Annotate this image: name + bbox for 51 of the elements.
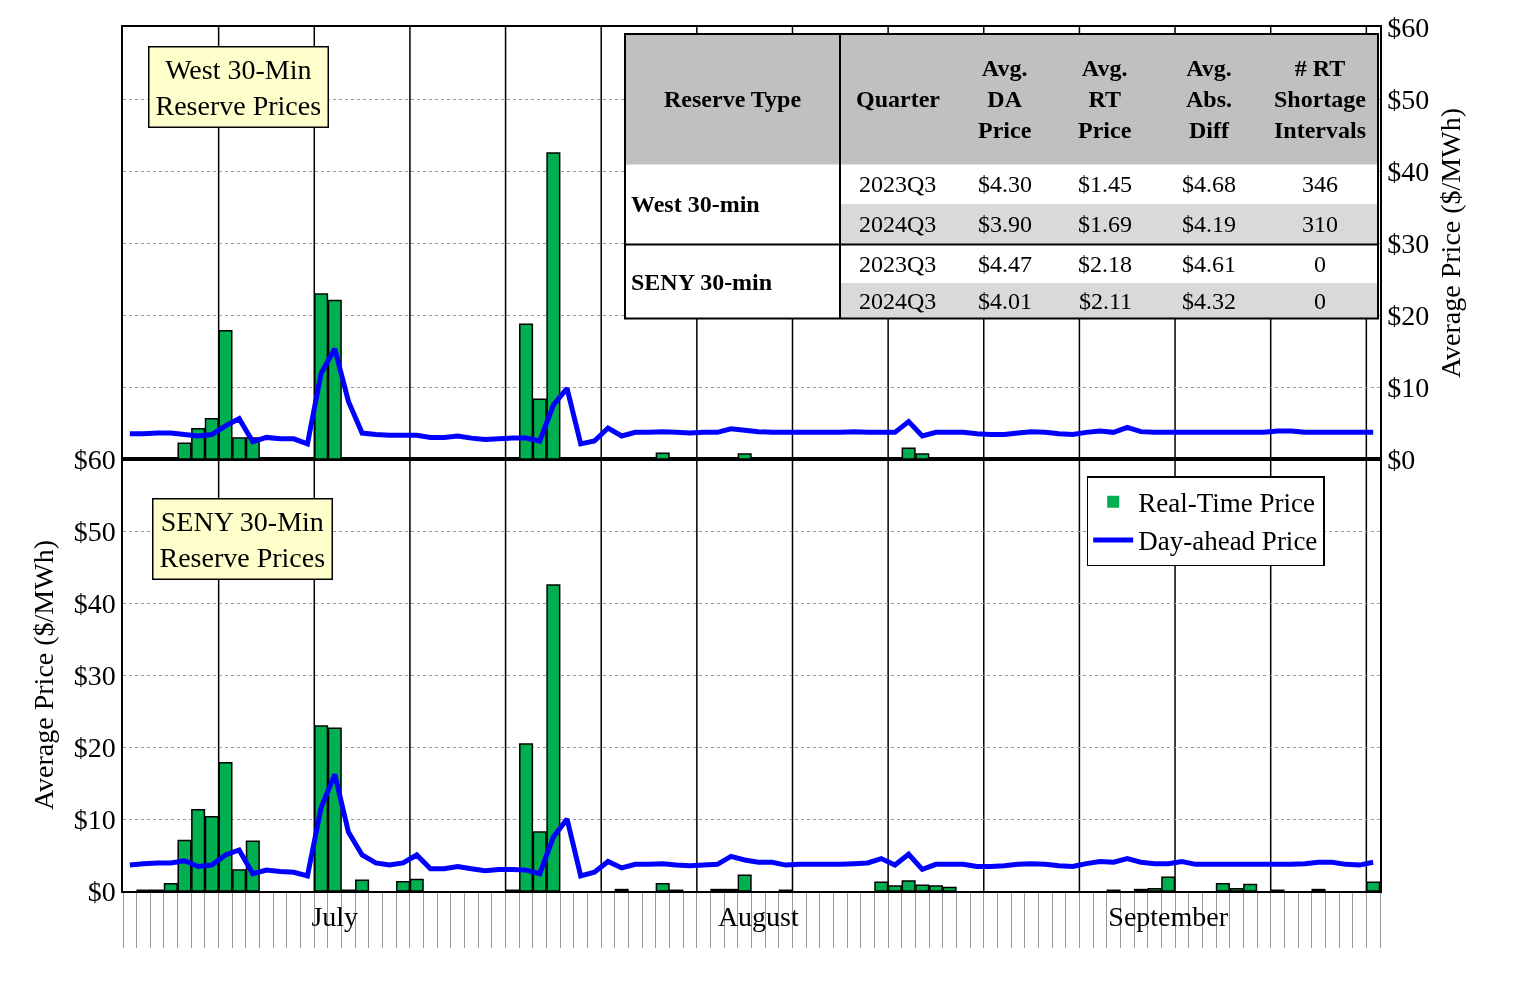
annotation: 0 (1314, 288, 1326, 314)
legend-label: Day-ahead Price (1138, 526, 1318, 557)
annotation: 0 (1314, 251, 1326, 277)
annotation: $4.47 (978, 251, 1032, 277)
annotation: $3.90 (978, 211, 1032, 237)
annotation: 2024Q3 (859, 211, 937, 237)
y-tick-label: $60 (73, 443, 116, 475)
annotation: 2023Q3 (859, 251, 937, 277)
y-tick-label: $50 (73, 515, 116, 547)
y-axis-title: Average Price ($/MWh) (27, 539, 59, 811)
y-tick-label: $0 (87, 875, 116, 907)
annotation: $4.19 (1182, 211, 1236, 237)
annotation: $2.18 (1078, 251, 1132, 277)
annotation: $4.61 (1182, 251, 1236, 277)
annotation: $1.69 (1078, 211, 1132, 237)
annotation: SENY 30-min (631, 269, 773, 295)
annotation: Quarter (856, 86, 941, 112)
x-tick-label: July (311, 901, 359, 933)
y2-tick-label: $40 (1387, 155, 1430, 187)
annotation: 346 (1302, 171, 1338, 197)
y2-axis-title: Average Price ($/MWh) (1434, 107, 1466, 379)
y-tick-label: $20 (73, 731, 116, 763)
y2-tick-label: $10 (1387, 371, 1430, 403)
annotation: Avg. RT Price (1078, 55, 1132, 144)
annotation: Avg. DA Price (978, 55, 1032, 144)
y2-tick-label: $0 (1387, 443, 1416, 475)
y2-tick-label: $30 (1387, 227, 1430, 259)
y-tick-label: $40 (73, 587, 116, 619)
y-tick-label: $10 (73, 803, 116, 835)
annotation: $2.11 (1079, 288, 1133, 314)
y2-tick-label: $50 (1387, 83, 1430, 115)
annotation: 310 (1302, 211, 1338, 237)
annotation: $4.01 (978, 288, 1032, 314)
annotation: Avg. Abs. Diff (1186, 55, 1233, 144)
legend-label: Real-Time Price (1138, 488, 1315, 519)
text: West 30-Min Reserve Prices (155, 53, 322, 121)
annotation: $4.68 (1182, 171, 1236, 197)
annotation: $4.30 (978, 171, 1032, 197)
annotation: # RT Shortage Intervals (1274, 55, 1367, 144)
annotation: 2023Q3 (859, 171, 937, 197)
text: SENY 30-Min Reserve Prices (159, 505, 326, 573)
y2-tick-label: $60 (1387, 11, 1430, 43)
annotation: $1.45 (1078, 171, 1132, 197)
x-tick-label: August (717, 901, 799, 933)
annotation: $4.32 (1182, 288, 1236, 314)
y-tick-label: $30 (73, 659, 116, 691)
annotation: 2024Q3 (859, 288, 937, 314)
y2-tick-label: $20 (1387, 299, 1430, 331)
annotation: Reserve Type (664, 86, 802, 112)
x-tick-label: September (1108, 901, 1229, 933)
annotation: West 30-min (631, 191, 760, 217)
